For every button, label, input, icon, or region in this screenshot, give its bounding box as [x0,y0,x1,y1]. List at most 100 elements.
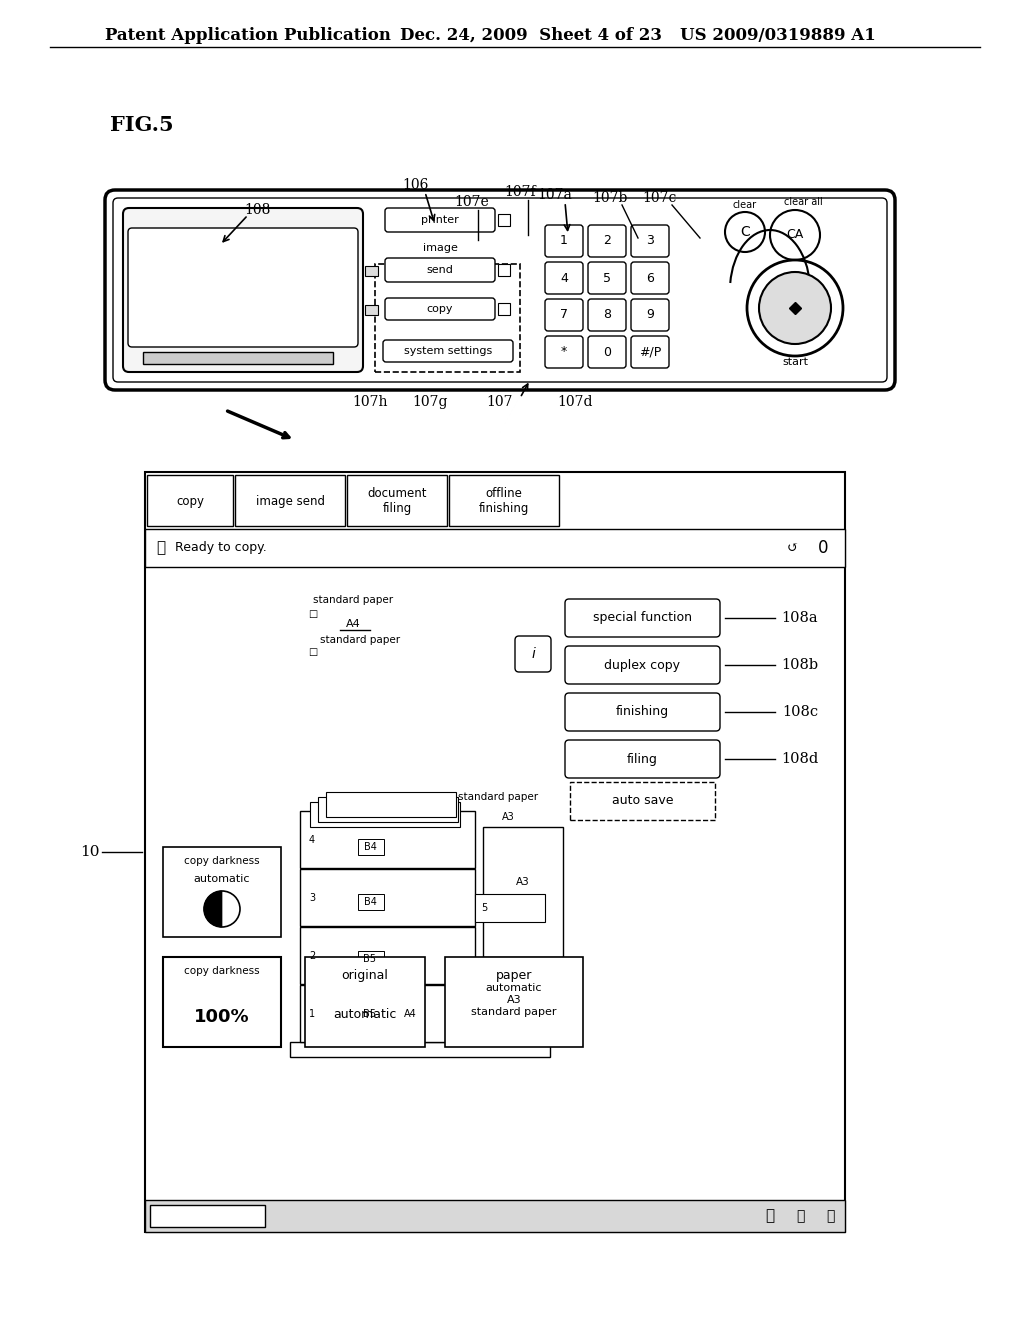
FancyBboxPatch shape [631,300,669,331]
Text: 9: 9 [646,309,654,322]
Text: A4: A4 [403,1008,417,1019]
Text: □: □ [308,648,317,656]
Bar [163,957,281,1047]
Text: 100%: 100% [195,1008,250,1026]
FancyBboxPatch shape [545,337,583,368]
Bar [300,869,475,927]
FancyBboxPatch shape [631,224,669,257]
Bar [449,475,559,525]
FancyBboxPatch shape [105,190,895,389]
Bar [290,1041,550,1057]
Circle shape [204,891,240,927]
Text: 10: 10 [80,845,99,859]
Text: 107d: 107d [557,395,593,409]
Text: 107e: 107e [455,195,489,209]
Text: □: □ [308,610,317,619]
Text: Ready to copy.: Ready to copy. [175,541,266,554]
Text: B5: B5 [364,1008,377,1019]
Text: FIG.5: FIG.5 [110,115,174,135]
Text: B5: B5 [364,954,377,964]
Text: 0: 0 [603,346,611,359]
Bar [234,475,345,525]
Text: finishing: finishing [616,705,669,718]
Text: copy darkness: copy darkness [184,855,260,866]
Text: 108d: 108d [781,752,818,766]
Text: B4: B4 [364,842,377,851]
Bar [150,1205,265,1228]
FancyBboxPatch shape [631,261,669,294]
FancyBboxPatch shape [545,224,583,257]
Bar [300,927,475,983]
Text: standard paper: standard paper [319,635,400,645]
Text: clear: clear [733,201,757,210]
FancyBboxPatch shape [565,741,720,777]
Text: C: C [740,224,750,239]
Text: document
filing: document filing [368,487,427,515]
Text: ⎙: ⎙ [157,541,166,554]
Text: 106: 106 [401,178,428,191]
Text: copy darkness: copy darkness [184,966,260,975]
Text: US 2009/0319889 A1: US 2009/0319889 A1 [680,26,876,44]
Text: automatic: automatic [334,1008,396,1022]
FancyBboxPatch shape [515,636,551,672]
Bar [498,264,510,276]
Text: image send: image send [256,495,325,507]
Text: 107: 107 [486,395,513,409]
FancyBboxPatch shape [383,341,513,362]
Text: standard paper: standard paper [313,595,393,605]
FancyBboxPatch shape [565,693,720,731]
Text: filing: filing [627,752,658,766]
FancyBboxPatch shape [588,224,626,257]
Text: 2: 2 [603,235,611,248]
Text: B4: B4 [364,898,377,907]
Text: 108b: 108b [781,657,818,672]
Bar [498,304,510,315]
Text: A4: A4 [346,619,360,630]
Text: printer: printer [421,215,459,224]
Bar [305,957,425,1047]
Circle shape [746,260,843,356]
Text: clear all: clear all [783,197,822,207]
Text: 107b: 107b [592,191,628,205]
Text: 107f: 107f [504,185,536,199]
Text: copy: copy [427,304,454,314]
Text: offline
finishing: offline finishing [479,487,529,515]
FancyBboxPatch shape [545,300,583,331]
Text: 1: 1 [309,1008,315,1019]
Bar [347,475,447,525]
Bar [483,828,563,957]
Text: 5: 5 [603,272,611,285]
Text: 6: 6 [646,272,654,285]
Text: 3: 3 [309,894,315,903]
Text: 107g: 107g [413,395,447,409]
Text: standard paper: standard paper [458,792,538,803]
FancyBboxPatch shape [588,261,626,294]
Text: copy: copy [176,495,204,507]
Bar [318,797,458,822]
Text: 1: 1 [560,235,568,248]
Text: #/P: #/P [639,346,662,359]
Text: start: start [782,356,808,367]
Bar [145,473,845,1232]
Text: send: send [427,265,454,275]
Text: 107h: 107h [352,395,388,409]
Text: original: original [342,969,388,982]
Text: 107c: 107c [643,191,677,205]
Text: 8: 8 [603,309,611,322]
Text: special function: special function [593,611,692,624]
Text: 5: 5 [481,903,487,913]
Text: 3: 3 [646,235,654,248]
Text: Patent Application Publication: Patent Application Publication [105,26,391,44]
Bar [147,475,233,525]
Text: 🔒: 🔒 [796,1209,804,1224]
Bar [445,957,583,1047]
Wedge shape [204,891,222,927]
Text: i: i [531,647,535,661]
Bar [358,894,384,909]
Text: duplex copy: duplex copy [604,659,681,672]
Bar [498,214,510,226]
FancyBboxPatch shape [545,261,583,294]
Circle shape [725,213,765,252]
Bar [358,950,384,968]
Bar [326,792,456,817]
